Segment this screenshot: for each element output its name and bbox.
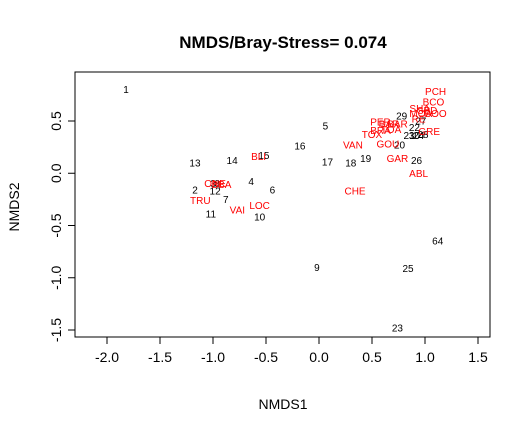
species-label-point: LOC [249, 201, 270, 212]
species-label-point: MOA [409, 109, 432, 120]
species-label-point: TOA [381, 125, 402, 136]
site-label-point: 2 [192, 185, 198, 196]
x-tick-label: -1.0 [201, 349, 225, 365]
species-label-point: BRA [370, 126, 391, 137]
species-label-point: CHE [344, 187, 365, 198]
x-axis-label: NMDS1 [258, 396, 307, 412]
site-label-point: 20 [394, 141, 406, 152]
species-label-point: SHA [409, 104, 430, 115]
species-label-point: GAR [387, 154, 409, 165]
site-label-point: 26 [411, 156, 423, 167]
x-tick-label: -0.5 [254, 349, 278, 365]
species-label-point: BOO [424, 109, 446, 120]
species-label-point: TOX [362, 130, 383, 141]
site-label-point: 14 [227, 156, 239, 167]
site-label-point: 4 [248, 177, 254, 188]
y-axis-label: NMDS2 [6, 182, 22, 231]
species-label-point: PCH [425, 87, 446, 98]
site-label-point: 10 [254, 213, 266, 224]
site-label-point: 30 [409, 131, 421, 142]
y-tick-label: -1.5 [48, 318, 64, 342]
x-tick-label: 1.5 [468, 349, 488, 365]
site-label-point: 8 [214, 179, 220, 190]
species-label-point: GRE [418, 127, 440, 138]
site-label-point: 22 [409, 123, 421, 134]
x-tick-label: 1.0 [415, 349, 435, 365]
site-label-point: 25 [402, 264, 414, 275]
species-label-point: TRU [190, 196, 211, 207]
species-label-point: ONE [204, 179, 226, 190]
site-label-point: 28 [417, 130, 429, 141]
site-label-point: 17 [322, 157, 334, 168]
site-label-point: 24 [413, 131, 425, 142]
site-label-point: 23 [392, 323, 404, 334]
site-label-point: 11 [206, 210, 217, 221]
species-label-point: BCO [423, 98, 445, 109]
species-label-point: ABL [409, 169, 428, 180]
y-axis: -1.5 -1.0 -0.5 0.0 0.5 [48, 111, 76, 342]
x-tick-label: 0.0 [309, 349, 329, 365]
site-label-point: 64 [432, 237, 444, 248]
site-label-point: 27 [415, 117, 427, 128]
species-label-point: RE [412, 114, 426, 125]
species-label-point: BAR [379, 120, 400, 131]
site-label-point: 16 [294, 142, 306, 153]
y-tick-label: 0.0 [48, 163, 64, 183]
site-label-point: 21 [404, 131, 416, 142]
site-label-point: 7 [223, 195, 229, 206]
species-label-point: BLI [251, 152, 266, 163]
x-tick-label: 0.5 [362, 349, 382, 365]
site-label-point: 1 [123, 85, 129, 96]
species-label-point: BBA [211, 180, 231, 191]
site-label-point: 29 [396, 111, 408, 122]
site-label-point: 15 [258, 151, 270, 162]
site-label-point: 6 [270, 185, 276, 196]
site-label-point: 5 [323, 122, 329, 133]
y-tick-label: -0.5 [48, 213, 64, 237]
x-tick-label: -2.0 [95, 349, 119, 365]
y-tick-label: -1.0 [48, 265, 64, 289]
species-label-point: VAI [230, 205, 245, 216]
site-label-point: 3 [210, 179, 216, 190]
species-label-point: GOU [377, 139, 400, 150]
species-label-point: PER [370, 118, 391, 129]
y-tick-label: 0.5 [48, 111, 64, 131]
chart-title: NMDS/Bray-Stress= 0.074 [179, 33, 387, 52]
site-label-point: 13 [189, 158, 201, 169]
species-label-point: VAN [343, 141, 363, 152]
site-label-point: 18 [345, 158, 357, 169]
x-axis: -2.0 -1.5 -1.0 -0.5 0.0 0.5 1.0 1.5 [95, 336, 488, 365]
site-label-point: 12 [210, 187, 222, 198]
site-label-point: 19 [360, 154, 372, 165]
x-tick-label: -1.5 [148, 349, 172, 365]
site-label-point: 9 [314, 263, 320, 274]
species-label-point: BAR [387, 120, 408, 131]
species-label-point: SPD [417, 106, 438, 117]
